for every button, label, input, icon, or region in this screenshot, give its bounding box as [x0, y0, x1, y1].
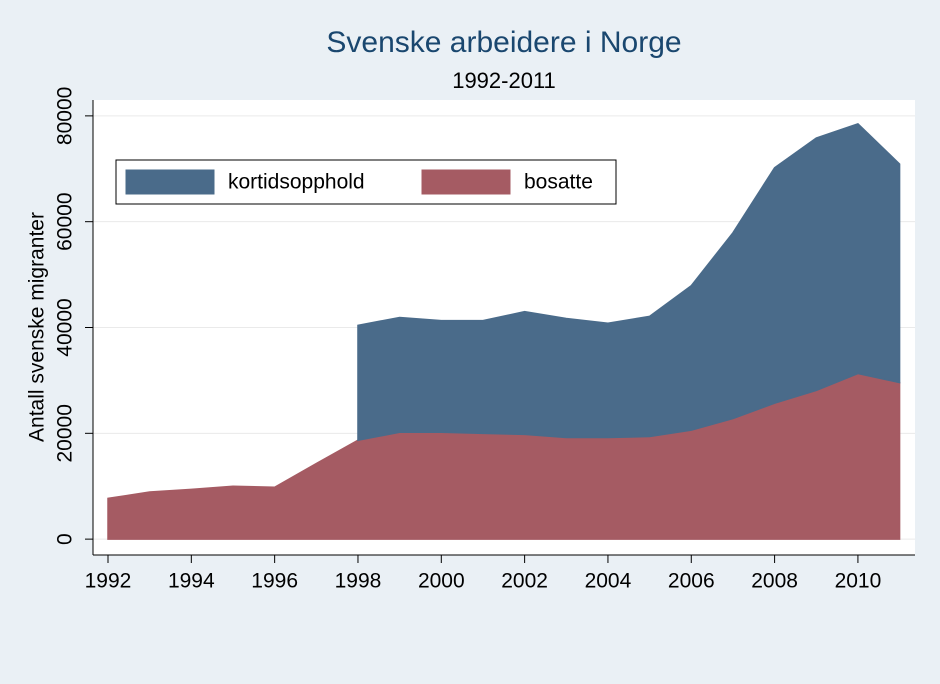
chart-title: Svenske arbeidere i Norge [326, 26, 681, 59]
legend-swatch [421, 169, 511, 195]
x-tick-label: 2002 [501, 570, 548, 593]
x-tick-label: 1992 [85, 570, 132, 593]
legend-label: bosatte [524, 171, 593, 194]
legend-label: kortidsopphold [228, 171, 365, 194]
legend-swatch [125, 169, 215, 195]
x-tick-label: 1996 [251, 570, 298, 593]
y-tick-label: 0 [54, 533, 77, 545]
y-axis-title: Antall svenske migranter [26, 212, 49, 442]
x-tick-label: 1998 [335, 570, 382, 593]
x-tick-label: 2008 [751, 570, 798, 593]
x-tick-label: 2000 [418, 570, 465, 593]
y-tick-label: 80000 [54, 87, 77, 145]
y-tick-label: 60000 [54, 192, 77, 250]
x-tick-label: 2006 [668, 570, 715, 593]
x-tick-label: 2004 [585, 570, 632, 593]
x-tick-label: 1994 [168, 570, 215, 593]
chart-subtitle: 1992-2011 [452, 68, 556, 93]
y-tick-label: 20000 [54, 404, 77, 462]
area [357, 122, 901, 442]
x-tick-label: 2010 [835, 570, 882, 593]
y-tick-label: 40000 [54, 298, 77, 356]
